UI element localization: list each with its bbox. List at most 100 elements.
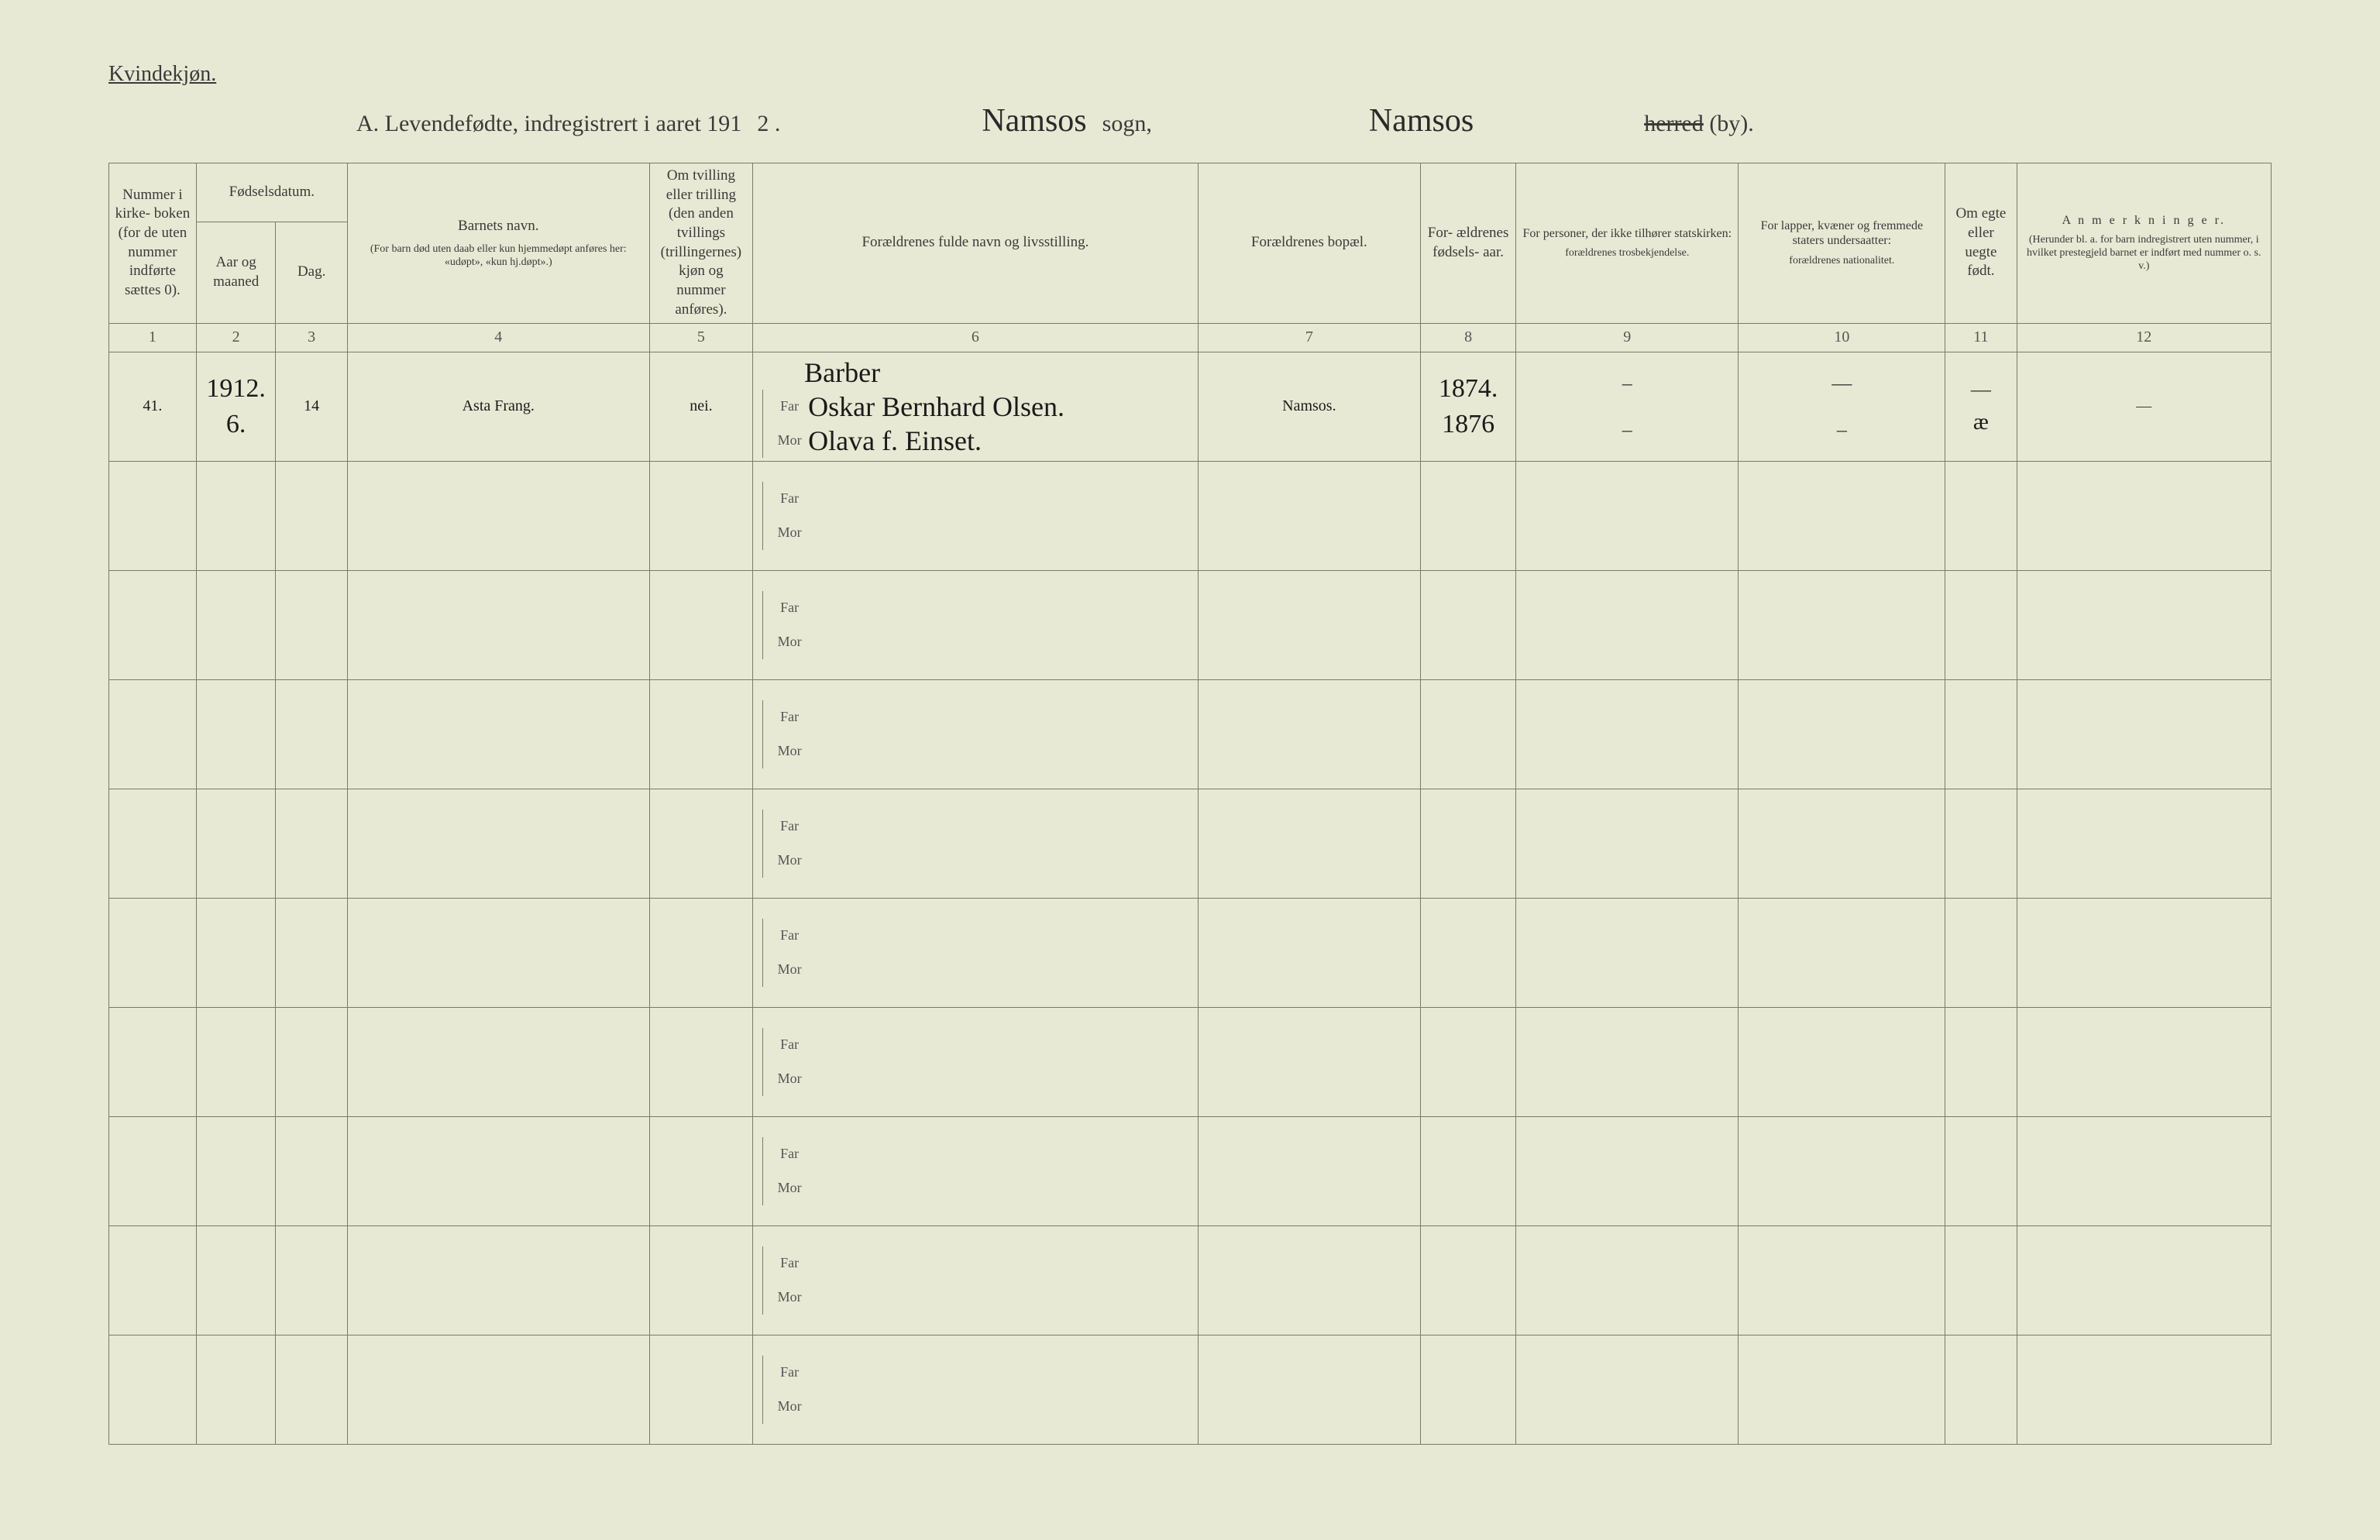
egte-top: — (1950, 378, 2011, 401)
entry-tvilling: nei. (649, 352, 752, 461)
empty-cell (1945, 1225, 2017, 1335)
empty-cell (2017, 461, 2271, 570)
empty-cell (1739, 461, 1945, 570)
empty-cell (1421, 1007, 1516, 1116)
empty-cell (1945, 789, 2017, 898)
table-row: Far Mor (109, 898, 2272, 1007)
table-row: FarMor (109, 461, 2272, 570)
far-label: Far (771, 490, 808, 507)
empty-cell (1516, 570, 1739, 679)
entry-parents: Barber Far Oskar Bernhard Olsen. Mor Ola… (753, 352, 1199, 461)
empty-cell (1739, 1007, 1945, 1116)
mor-label: Mor (771, 961, 808, 978)
empty-cell (649, 570, 752, 679)
empty-cell (2017, 679, 2271, 789)
empty-cell (1198, 1225, 1420, 1335)
far-label: Far (771, 600, 808, 616)
col10-val-top: — (1743, 372, 1940, 395)
empty-cell (1198, 789, 1420, 898)
entry-col9: – – (1516, 352, 1739, 461)
col-header-2: Aar og maaned (196, 222, 276, 323)
empty-cell (2017, 1335, 2271, 1444)
table-row: 41. 1912. 6. 14 Asta Frang. nei. Barber … (109, 352, 2272, 461)
empty-cell: FarMor (753, 1225, 1199, 1335)
entry-number: 41. (109, 352, 197, 461)
empty-cell (196, 1225, 276, 1335)
col-header-7: Forældrenes bopæl. (1198, 163, 1420, 324)
empty-cell (649, 898, 752, 1007)
empty-cell (347, 1007, 649, 1116)
table-row: FarMor (109, 679, 2272, 789)
mother-birth: 1876 (1426, 410, 1511, 439)
empty-cell (196, 1007, 276, 1116)
colnum-2: 2 (196, 323, 276, 352)
empty-cell (109, 789, 197, 898)
empty-cell (1421, 461, 1516, 570)
empty-cell (649, 1007, 752, 1116)
empty-cell: Far Mor (753, 898, 1199, 1007)
col10-sub: forældrenes nationalitet. (1743, 255, 1940, 268)
title-row: A. Levendefødte, indregistrert i aaret 1… (108, 102, 2272, 139)
empty-cell: Far Mor (753, 1116, 1199, 1225)
col9-val-bot: – (1521, 418, 1733, 442)
table-row: FarMor (109, 1335, 2272, 1444)
empty-cell (1516, 1225, 1739, 1335)
empty-cell (1198, 1116, 1420, 1225)
col4-sub: (For barn død uten daab eller kun hjemme… (353, 243, 645, 270)
col12-top: A n m e r k n i n g e r. (2022, 213, 2266, 228)
title-year-suffix: 2 . (757, 111, 780, 137)
year-month-bot: 6. (201, 410, 271, 439)
empty-cell (1516, 1007, 1739, 1116)
empty-cell (1516, 898, 1739, 1007)
mor-label: Mor (771, 432, 808, 449)
herred-suffix: (by). (1709, 111, 1753, 136)
sogn-script: Namsos (982, 102, 1086, 139)
empty-cell (347, 461, 649, 570)
empty-cell (1421, 570, 1516, 679)
ledger-body: 41. 1912. 6. 14 Asta Frang. nei. Barber … (109, 352, 2272, 1444)
col-header-fodsel: Fødselsdatum. (196, 163, 347, 222)
col9-top: For personer, der ikke tilhører statskir… (1521, 226, 1733, 241)
empty-cell (347, 1116, 649, 1225)
empty-cell (276, 679, 347, 789)
far-label: Far (771, 1146, 808, 1162)
empty-cell (649, 461, 752, 570)
empty-cell (649, 1335, 752, 1444)
ledger-page: Kvindekjøn. A. Levendefødte, indregistre… (0, 0, 2380, 1540)
empty-cell (1516, 1116, 1739, 1225)
mor-label: Mor (771, 1180, 808, 1196)
empty-cell (1198, 898, 1420, 1007)
colnum-8: 8 (1421, 323, 1516, 352)
col10-val-bot: – (1743, 418, 1940, 442)
colnum-7: 7 (1198, 323, 1420, 352)
empty-cell (2017, 1116, 2271, 1225)
herred-strike: herred (1644, 111, 1704, 136)
far-label: Far (771, 398, 808, 414)
empty-cell (1516, 679, 1739, 789)
empty-cell (347, 898, 649, 1007)
col-header-12: A n m e r k n i n g e r. (Herunder bl. a… (2017, 163, 2271, 324)
entry-anm: — (2017, 352, 2271, 461)
empty-cell (109, 679, 197, 789)
empty-cell (1421, 679, 1516, 789)
empty-cell (1945, 570, 2017, 679)
col9-sub: forældrenes trosbekjendelse. (1521, 247, 1733, 260)
mor-label: Mor (771, 1289, 808, 1305)
empty-cell (1739, 570, 1945, 679)
table-row: FarMor (109, 1225, 2272, 1335)
year-month-top: 1912. (201, 374, 271, 404)
empty-cell (1198, 679, 1420, 789)
empty-cell (1945, 1116, 2017, 1225)
far-label: Far (771, 927, 808, 944)
empty-cell (196, 1335, 276, 1444)
empty-cell (2017, 898, 2271, 1007)
entry-parent-births: 1874. 1876 (1421, 352, 1516, 461)
empty-cell (1739, 789, 1945, 898)
entry-year-month: 1912. 6. (196, 352, 276, 461)
empty-cell (2017, 570, 2271, 679)
empty-cell (1198, 570, 1420, 679)
empty-cell (109, 1116, 197, 1225)
far-label: Far (771, 818, 808, 834)
empty-cell (347, 1335, 649, 1444)
col-header-8: For- ældrenes fødsels- aar. (1421, 163, 1516, 324)
